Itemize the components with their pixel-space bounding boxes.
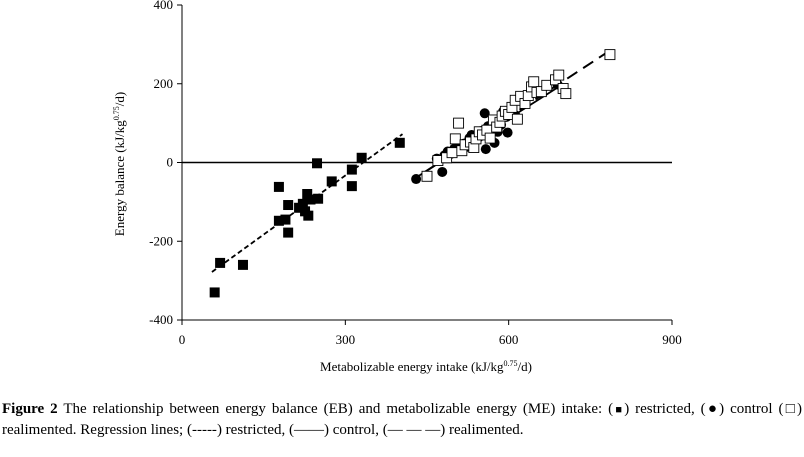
restricted-point (346, 181, 357, 192)
realimented-line-sample: — — — (387, 422, 441, 438)
realimented-point (553, 69, 565, 81)
control-line-sample: —— (293, 422, 324, 438)
caption-text-3: ) control ( (719, 401, 784, 417)
y-tick-label: 0 (167, 155, 174, 170)
restricted-point (273, 215, 284, 226)
caption-text-2: ) restricted, ( (624, 401, 706, 417)
caption-text-1: The relationship between energy balance … (57, 401, 614, 417)
x-tick-label: 600 (499, 332, 519, 347)
regression-line-restricted (211, 133, 404, 273)
realimented-point (528, 76, 540, 88)
realimented-symbol: □ (783, 401, 798, 417)
y-tick-label: 200 (154, 76, 174, 91)
restricted-point (283, 227, 294, 238)
y-axis-title-sup: 0.75 (112, 106, 121, 120)
tick-labels: -400 -200 0 200 400 0 300 600 900 (149, 0, 682, 347)
restricted-point (280, 214, 291, 225)
restricted-point (356, 152, 367, 163)
caption-text-4: ) realimented. Regression lines; ( (2, 401, 803, 438)
restricted-line-sample: ----- (191, 422, 217, 438)
realimented-point (541, 79, 553, 91)
realimented-point (560, 88, 572, 100)
x-tick-label: 0 (179, 332, 186, 347)
figure-label: Figure 2 (2, 401, 58, 417)
restricted-point (302, 189, 313, 199)
y-axis-title-end: /d) (112, 92, 127, 106)
restricted-point (273, 181, 284, 192)
x-axis-title-end: /d) (518, 359, 532, 374)
realimented-point (511, 113, 523, 125)
realimented-point (446, 147, 458, 159)
control-point (437, 166, 448, 177)
realimented-point (421, 170, 433, 182)
restricted-point (312, 158, 323, 169)
restricted-point (313, 193, 324, 204)
realimented-point (484, 132, 496, 144)
restricted-point (297, 198, 308, 209)
control-point (411, 174, 422, 185)
restricted-symbol: ■ (613, 404, 625, 416)
restricted-point (346, 164, 357, 175)
x-axis-title-sup: 0.75 (504, 359, 518, 368)
realimented-point (449, 133, 461, 145)
realimented-point (604, 49, 616, 61)
restricted-point (237, 259, 248, 270)
caption-text-7: ) realimented. (440, 422, 524, 438)
restricted-point (394, 137, 405, 148)
caption-text-6: ) control, ( (323, 422, 388, 438)
restricted-point (303, 210, 314, 221)
chart: -400 -200 0 200 400 0 300 600 900 Metabolizable … (112, 0, 682, 374)
realimented-point (453, 117, 465, 129)
caption-text-5: ) restricted, ( (216, 422, 294, 438)
axes-layer (177, 4, 673, 325)
x-tick-label: 900 (662, 332, 682, 347)
x-axis-title: Metabolizable energy intake (kJ/kg0.75/d… (320, 359, 532, 374)
y-tick-label: -200 (149, 233, 173, 248)
y-tick-label: -400 (149, 312, 173, 327)
control-point (480, 144, 491, 155)
y-axis-title: Energy balance (kJ/kg0.75/d) (112, 92, 127, 236)
data-points (209, 49, 616, 298)
x-tick-label: 300 (336, 332, 356, 347)
control-symbol: ● (705, 401, 720, 417)
control-point (502, 127, 513, 138)
restricted-point (283, 200, 294, 211)
figure-caption: Figure 2 The relationship between energy… (2, 399, 802, 440)
restricted-point (305, 194, 316, 205)
control-point (479, 108, 490, 119)
restricted-point (215, 257, 226, 268)
y-tick-label: 400 (154, 0, 174, 12)
restricted-point (326, 176, 337, 187)
restricted-point (209, 287, 220, 298)
